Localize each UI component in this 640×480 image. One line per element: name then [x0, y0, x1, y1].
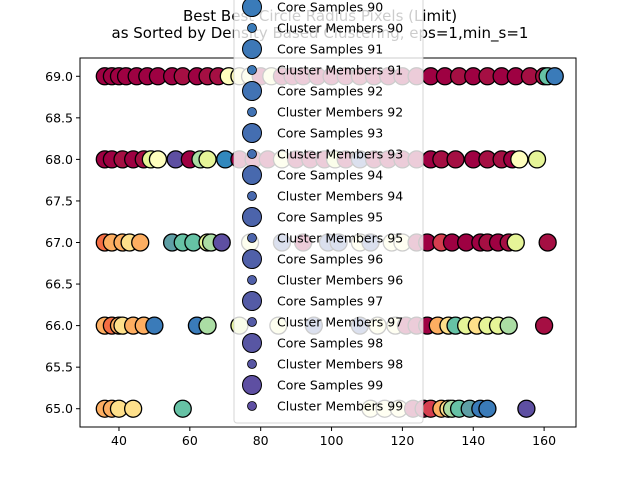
axis-ticks: 40 60 80 100 120 140 160 65.0 65.5 66.0 66.5 67.0 67…	[45, 69, 556, 448]
legend-member-marker	[247, 149, 257, 159]
data-point	[212, 233, 231, 252]
legend-label: Cluster Members 97	[277, 315, 403, 330]
data-point	[527, 150, 547, 169]
legend-member-marker	[247, 65, 257, 75]
legend-member-marker	[247, 191, 257, 201]
legend-label: Core Samples 97	[277, 294, 383, 309]
y-tick-label: 67.0	[45, 235, 73, 250]
legend-member-marker	[247, 359, 257, 369]
legend-label: Cluster Members 94	[277, 189, 403, 204]
data-point	[506, 233, 525, 252]
legend-label: Core Samples 93	[277, 126, 383, 141]
legend-core-marker	[242, 375, 262, 395]
y-tick-label: 68.0	[45, 152, 73, 167]
legend-core-marker	[242, 291, 262, 311]
y-tick-label: 65.5	[45, 360, 73, 375]
legend-frame	[233, 0, 424, 424]
legend-member-marker	[247, 23, 257, 33]
legend-label: Cluster Members 99	[277, 399, 403, 414]
x-tick-label: 40	[111, 433, 127, 448]
x-tick-label: 120	[390, 433, 414, 448]
x-tick-label: 80	[253, 433, 269, 448]
legend-core-marker	[242, 249, 262, 269]
legend-member-marker	[247, 107, 257, 117]
y-tick-label: 66.0	[45, 318, 73, 333]
data-point	[510, 150, 529, 169]
legend-core-marker	[242, 165, 262, 185]
legend-member-marker	[247, 401, 257, 411]
legend-member-marker	[247, 275, 257, 285]
x-tick-label: 160	[532, 433, 556, 448]
legend-label: Cluster Members 91	[277, 63, 403, 78]
legend-label: Core Samples 94	[277, 168, 383, 183]
legend-core-marker	[242, 81, 262, 101]
legend-label: Cluster Members 93	[277, 147, 403, 162]
y-tick-label: 66.5	[45, 277, 73, 292]
legend-label: Cluster Members 96	[277, 273, 403, 288]
data-point	[198, 316, 217, 335]
data-point	[517, 399, 536, 418]
legend-core-marker	[242, 207, 262, 227]
y-tick-label: 65.0	[45, 401, 73, 416]
legend-core-marker	[242, 39, 262, 59]
data-point	[148, 150, 168, 169]
legend-core-marker	[242, 333, 262, 353]
legend-label: Core Samples 92	[277, 84, 383, 99]
data-point	[499, 316, 518, 335]
legend-member-marker	[247, 317, 257, 327]
y-tick-label: 69.0	[45, 69, 73, 84]
data-point	[173, 399, 192, 418]
legend-label: Core Samples 90	[277, 0, 383, 15]
legend-label: Core Samples 95	[277, 210, 383, 225]
data-point	[123, 399, 143, 418]
legend-label: Core Samples 99	[277, 378, 383, 393]
y-tick-label: 68.5	[45, 110, 73, 125]
data-point	[446, 150, 465, 169]
y-tick-label: 67.5	[45, 193, 73, 208]
legend-label: Core Samples 91	[277, 42, 383, 57]
legend-label: Cluster Members 90	[277, 21, 403, 36]
legend-core-marker	[242, 123, 262, 143]
legend-label: Cluster Members 92	[277, 105, 403, 120]
data-point	[131, 233, 150, 252]
legend-label: Core Samples 96	[277, 252, 383, 267]
x-tick-label: 100	[320, 433, 344, 448]
legend-label: Core Samples 98	[277, 336, 383, 351]
data-point	[545, 67, 564, 86]
data-point	[478, 399, 497, 418]
data-point	[538, 233, 557, 252]
legend-label: Cluster Members 98	[277, 357, 403, 372]
legend-member-marker	[247, 233, 257, 243]
legend: Core Samples 90 Cluster Members 90 Core Sa…	[233, 0, 424, 424]
data-point	[534, 316, 554, 335]
data-point	[145, 316, 164, 335]
data-point	[198, 150, 217, 169]
x-tick-label: 140	[461, 433, 485, 448]
x-tick-label: 60	[182, 433, 198, 448]
legend-core-marker	[242, 0, 262, 17]
legend-label: Cluster Members 95	[277, 231, 403, 246]
